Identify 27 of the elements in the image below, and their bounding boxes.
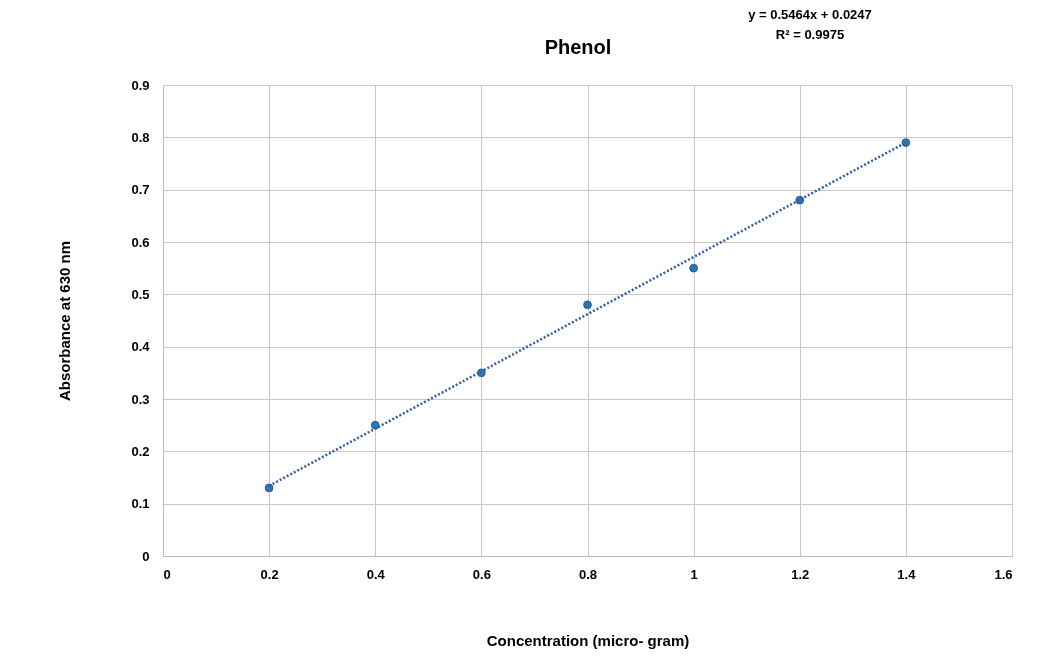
y-tick-label: 0.1 bbox=[131, 496, 150, 512]
x-tick-label: 0.8 bbox=[578, 566, 598, 582]
x-tick-label: 0.2 bbox=[260, 566, 279, 582]
text: R² = 0.9975 bbox=[775, 27, 845, 42]
y-tick-label: 0 bbox=[142, 548, 150, 564]
point bbox=[689, 263, 698, 273]
y-tick-label: 0.2 bbox=[131, 443, 150, 459]
point bbox=[370, 420, 380, 430]
y-axis-title: Absorbance at 630 nm bbox=[56, 240, 74, 402]
x-tick-label: 1.2 bbox=[791, 566, 810, 582]
y-tick-label: 0.8 bbox=[131, 129, 150, 145]
x-tick-label: 1.4 bbox=[897, 566, 917, 582]
text: y = 0.5464x + 0.0247 bbox=[748, 7, 872, 22]
y-tick-label: 0.9 bbox=[131, 77, 150, 93]
y-tick-label: 0.4 bbox=[131, 339, 151, 355]
y-tick-label: 0.6 bbox=[131, 234, 150, 250]
x-axis-title: Concentration (micro- gram) bbox=[486, 631, 690, 649]
point bbox=[583, 300, 592, 310]
chart-title: Phenol bbox=[544, 36, 612, 58]
x-tick-label: 0.6 bbox=[472, 566, 491, 582]
y-tick-label: 0.7 bbox=[131, 182, 150, 198]
x-tick-label: 0 bbox=[163, 566, 171, 582]
x-tick-label: 0.4 bbox=[366, 566, 386, 582]
y-tick-label: 0.3 bbox=[131, 391, 150, 407]
x-tick-label: 1.6 bbox=[994, 566, 1013, 582]
x-tick-label: 1 bbox=[690, 566, 698, 582]
y-tick-label: 0.5 bbox=[131, 286, 150, 302]
